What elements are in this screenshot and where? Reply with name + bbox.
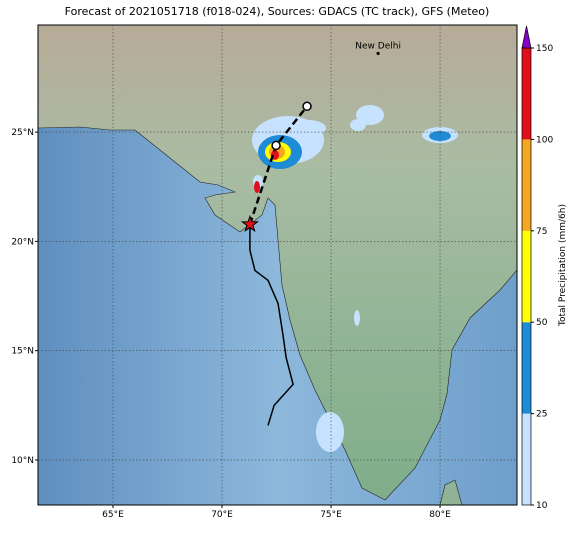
colorbar-tick-label: 25 <box>536 410 547 420</box>
title: Forecast of 2021051718 (f018-024), Sourc… <box>65 5 490 18</box>
lat-tick-label: 20°N <box>11 237 34 247</box>
colorbar-tick-label: 150 <box>536 44 553 54</box>
map-area <box>38 25 517 505</box>
lon-tick-label: 75°E <box>320 510 342 520</box>
forecast-position <box>302 101 312 112</box>
place-dot <box>376 51 380 56</box>
colorbar-segment <box>522 230 531 323</box>
lon-tick-label: 70°E <box>211 510 233 520</box>
colorbar-tick-label: 10 <box>536 501 548 511</box>
colorbar-tick-label: 100 <box>536 135 553 145</box>
observed-track <box>249 224 294 426</box>
place-label: New Delhi <box>355 41 401 51</box>
colorbar-segment <box>522 48 531 140</box>
island <box>439 479 463 505</box>
colorbar-tick-label: 50 <box>536 318 548 328</box>
map-frame <box>37 24 518 506</box>
lon-tick-label: 65°E <box>102 510 124 520</box>
lat-tick-label: 10°N <box>11 456 34 466</box>
colorbar-frame <box>521 47 532 506</box>
colorbar-tick-label: 75 <box>536 227 547 237</box>
colorbar-extension <box>521 25 532 49</box>
colorbar-label: Total Precipitation (mm/6h) <box>558 204 568 327</box>
current-position <box>240 214 259 233</box>
land <box>38 25 517 501</box>
colorbar-segment <box>522 413 531 505</box>
forecast-position <box>271 140 281 151</box>
lon-tick-label: 80°E <box>429 510 451 520</box>
lat-tick-label: 25°N <box>11 128 34 138</box>
colorbar-segment <box>522 322 531 414</box>
lat-tick-label: 15°N <box>11 347 34 357</box>
colorbar-segment <box>522 139 531 231</box>
